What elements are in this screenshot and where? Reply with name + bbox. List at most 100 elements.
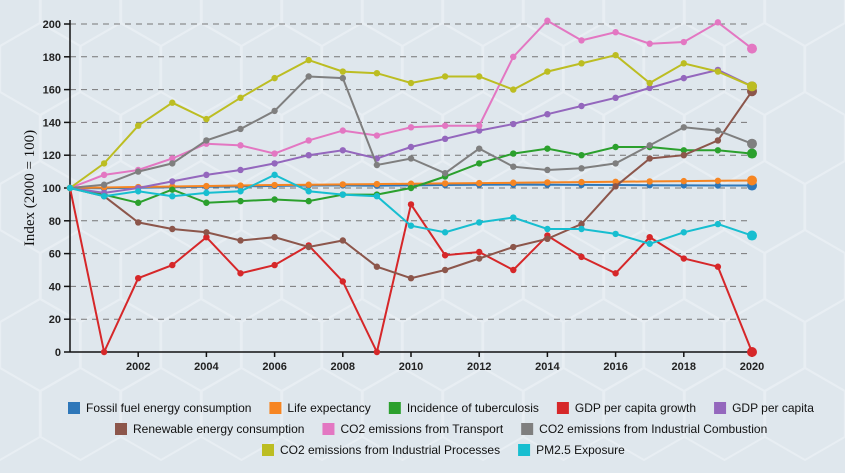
hex-cell [442,0,524,48]
x-tick-label: 2018 [672,361,696,373]
data-point [680,177,687,185]
data-point [203,182,210,190]
hex-cell [281,90,363,186]
y-tick-label: 180 [43,52,61,64]
data-point [612,94,619,102]
data-point [646,84,653,92]
data-point [510,150,517,157]
data-point [578,60,585,67]
data-point [203,199,210,206]
y-tick-label: 20 [49,314,61,326]
data-point [100,160,108,167]
data-point [476,145,483,152]
data-point [510,53,517,60]
data-point [544,166,551,174]
data-point [271,74,278,82]
data-point [747,175,757,186]
data-point [544,145,551,152]
x-tick-label: 2014 [535,361,560,373]
series-renewable-energy-consumption [66,86,757,282]
data-point [714,68,722,75]
data-point [747,347,757,357]
data-point [100,171,108,179]
y-tick-label: 140 [43,117,61,129]
data-point [578,225,585,233]
data-point [407,143,415,151]
series-co2-emissions-from-industrial-combustion [66,73,757,192]
data-point [714,137,722,144]
data-point [305,243,312,251]
data-point [578,220,585,228]
data-point [203,189,210,197]
data-point [135,188,142,195]
hex-cell [361,0,444,48]
hex-cell [522,0,605,48]
data-point [373,348,381,356]
series-line [69,75,753,189]
legend-item: Renewable energy consumption [115,422,304,436]
legend-swatch [556,402,569,414]
x-tick-label: 2006 [262,361,286,373]
data-point [544,235,551,243]
data-point [135,122,142,129]
hex-cell [643,159,725,255]
x-tick-label: 2012 [467,361,491,373]
data-point [441,122,449,129]
hex-cell [401,297,484,393]
data-point [407,155,415,162]
data-point [714,127,722,134]
data-point [714,177,722,184]
legend-swatch [521,423,534,435]
hex-cell [79,21,162,117]
legend-swatch [518,444,531,456]
data-point [476,160,483,167]
hex-cell [79,159,162,255]
hex-cell [522,90,605,186]
hex-cell [764,90,845,186]
data-point [510,86,517,93]
data-point [271,196,278,203]
data-point [271,160,278,167]
data-point [271,107,278,115]
hex-cell [361,90,444,186]
data-point [646,234,653,241]
data-point [407,222,415,229]
data-point [237,166,244,174]
data-point [339,147,346,154]
data-point [612,160,619,167]
series-line [69,187,753,356]
data-point [510,179,517,186]
hex-cell [603,0,685,48]
legend-item: CO2 emissions from Transport [322,422,504,436]
data-point [339,191,346,198]
data-point [339,181,346,188]
hex-cell [804,21,845,117]
data-point [544,111,551,118]
series-pm2-5-exposure [66,171,757,247]
legend-swatch [269,402,282,414]
series-co2-emissions-from-industrial-processes [66,51,757,192]
hex-cell [442,90,524,186]
data-point [237,182,244,189]
data-point [441,170,449,177]
y-tick-label: 160 [43,85,61,97]
data-point [476,122,483,129]
data-point [544,225,551,233]
data-point [169,261,176,269]
data-point [646,142,653,149]
data-point [680,147,687,154]
data-point [747,138,757,149]
data-point [476,127,483,134]
legend-swatch [388,402,401,414]
data-point [714,147,722,154]
data-point [714,220,722,228]
data-point [544,17,551,24]
data-point [373,70,381,77]
data-point [373,263,381,270]
data-point [407,124,415,131]
data-point [305,137,312,144]
legend-item: Fossil fuel energy consumption [68,401,251,415]
y-tick-label: 40 [49,281,61,293]
grid-lines [70,23,752,320]
hex-cell [482,297,564,393]
